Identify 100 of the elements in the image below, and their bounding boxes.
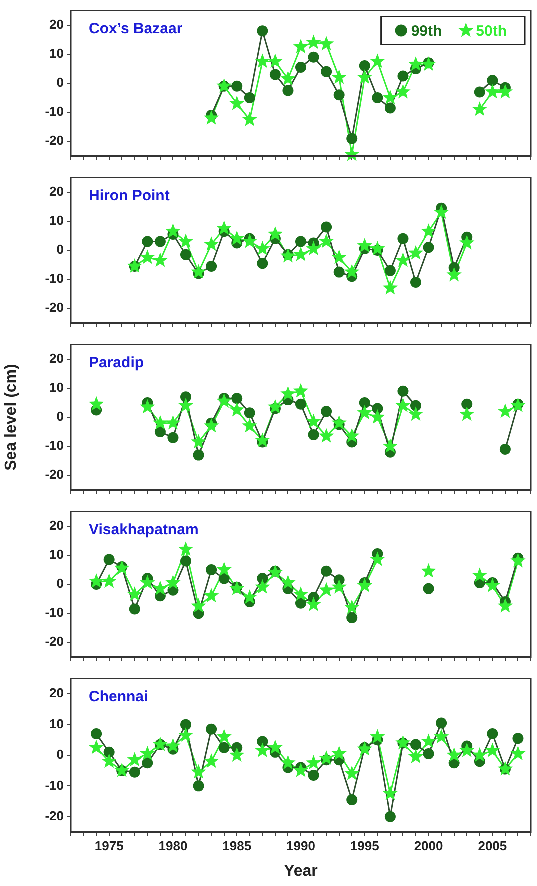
- point: [140, 250, 156, 264]
- point: [204, 110, 220, 125]
- point: [178, 398, 194, 412]
- point: [257, 26, 268, 37]
- point: [191, 598, 206, 613]
- point: [306, 755, 322, 770]
- point: [346, 133, 358, 144]
- point: [334, 90, 345, 101]
- point: [408, 406, 424, 422]
- x-tick-label: 2000: [414, 838, 444, 854]
- point: [166, 415, 181, 430]
- point: [460, 742, 475, 758]
- point: [472, 748, 488, 762]
- point: [344, 428, 360, 443]
- point: [191, 434, 206, 449]
- point: [88, 740, 104, 754]
- point: [204, 754, 220, 768]
- point: [370, 241, 386, 256]
- point: [472, 102, 488, 116]
- point: [321, 566, 332, 577]
- point: [193, 450, 204, 461]
- point: [334, 266, 345, 278]
- point: [421, 224, 436, 238]
- point: [140, 399, 156, 414]
- point: [308, 429, 320, 440]
- point: [410, 276, 422, 288]
- point: [370, 552, 386, 566]
- point: [166, 738, 181, 753]
- point: [382, 90, 398, 105]
- point: [384, 265, 396, 276]
- point: [372, 403, 384, 414]
- y-tick-label: 0: [56, 409, 64, 424]
- point: [178, 542, 194, 556]
- point: [446, 267, 462, 282]
- point: [436, 718, 448, 729]
- point: [318, 234, 334, 248]
- point: [332, 579, 347, 594]
- point: [268, 399, 284, 414]
- point: [344, 264, 360, 279]
- point: [280, 71, 296, 86]
- point: [257, 258, 268, 270]
- point: [357, 238, 372, 253]
- point: [255, 241, 270, 256]
- point: [216, 562, 232, 576]
- point: [485, 742, 500, 758]
- point: [152, 415, 168, 430]
- y-tick-label: -20: [45, 808, 64, 824]
- point: [129, 604, 140, 615]
- x-axis-title: Year: [284, 862, 318, 880]
- point: [318, 750, 334, 766]
- point: [230, 402, 245, 417]
- point: [178, 728, 194, 742]
- point: [296, 236, 306, 248]
- point: [102, 754, 117, 768]
- point: [206, 564, 218, 576]
- point: [91, 728, 102, 740]
- point: [180, 249, 192, 260]
- point: [318, 428, 334, 443]
- point: [191, 764, 206, 779]
- point: [487, 728, 498, 740]
- point: [423, 242, 434, 254]
- point: [382, 280, 398, 295]
- point: [280, 755, 296, 770]
- point: [293, 39, 309, 54]
- point: [232, 393, 243, 404]
- x-tick-label: 1980: [158, 838, 188, 854]
- point: [88, 396, 104, 411]
- y-tick-label: -20: [45, 467, 64, 482]
- point: [216, 394, 232, 408]
- point: [332, 70, 347, 84]
- point: [293, 246, 309, 262]
- point: [244, 408, 256, 419]
- text: Cox’s Bazaar: [89, 20, 183, 38]
- point: [396, 84, 411, 99]
- point: [230, 748, 245, 762]
- point: [293, 383, 309, 398]
- point: [472, 568, 488, 582]
- point: [242, 418, 258, 433]
- point: [180, 556, 192, 567]
- y-tick-label: -10: [45, 104, 64, 120]
- point: [434, 729, 450, 744]
- text: Paradip: [89, 354, 144, 372]
- point: [88, 574, 104, 588]
- point: [218, 573, 230, 584]
- point: [206, 260, 218, 272]
- point: [204, 588, 220, 603]
- point: [296, 398, 306, 410]
- point: [104, 554, 115, 566]
- y-tick-label: 0: [56, 576, 64, 592]
- point: [268, 740, 284, 754]
- point: [423, 748, 434, 760]
- point: [398, 70, 409, 82]
- point: [512, 733, 524, 744]
- point: [216, 729, 232, 744]
- point: [332, 746, 347, 760]
- y-tick-label: 10: [50, 380, 64, 395]
- point: [308, 770, 320, 781]
- point: [396, 252, 411, 268]
- point: [152, 252, 168, 268]
- point: [270, 69, 281, 80]
